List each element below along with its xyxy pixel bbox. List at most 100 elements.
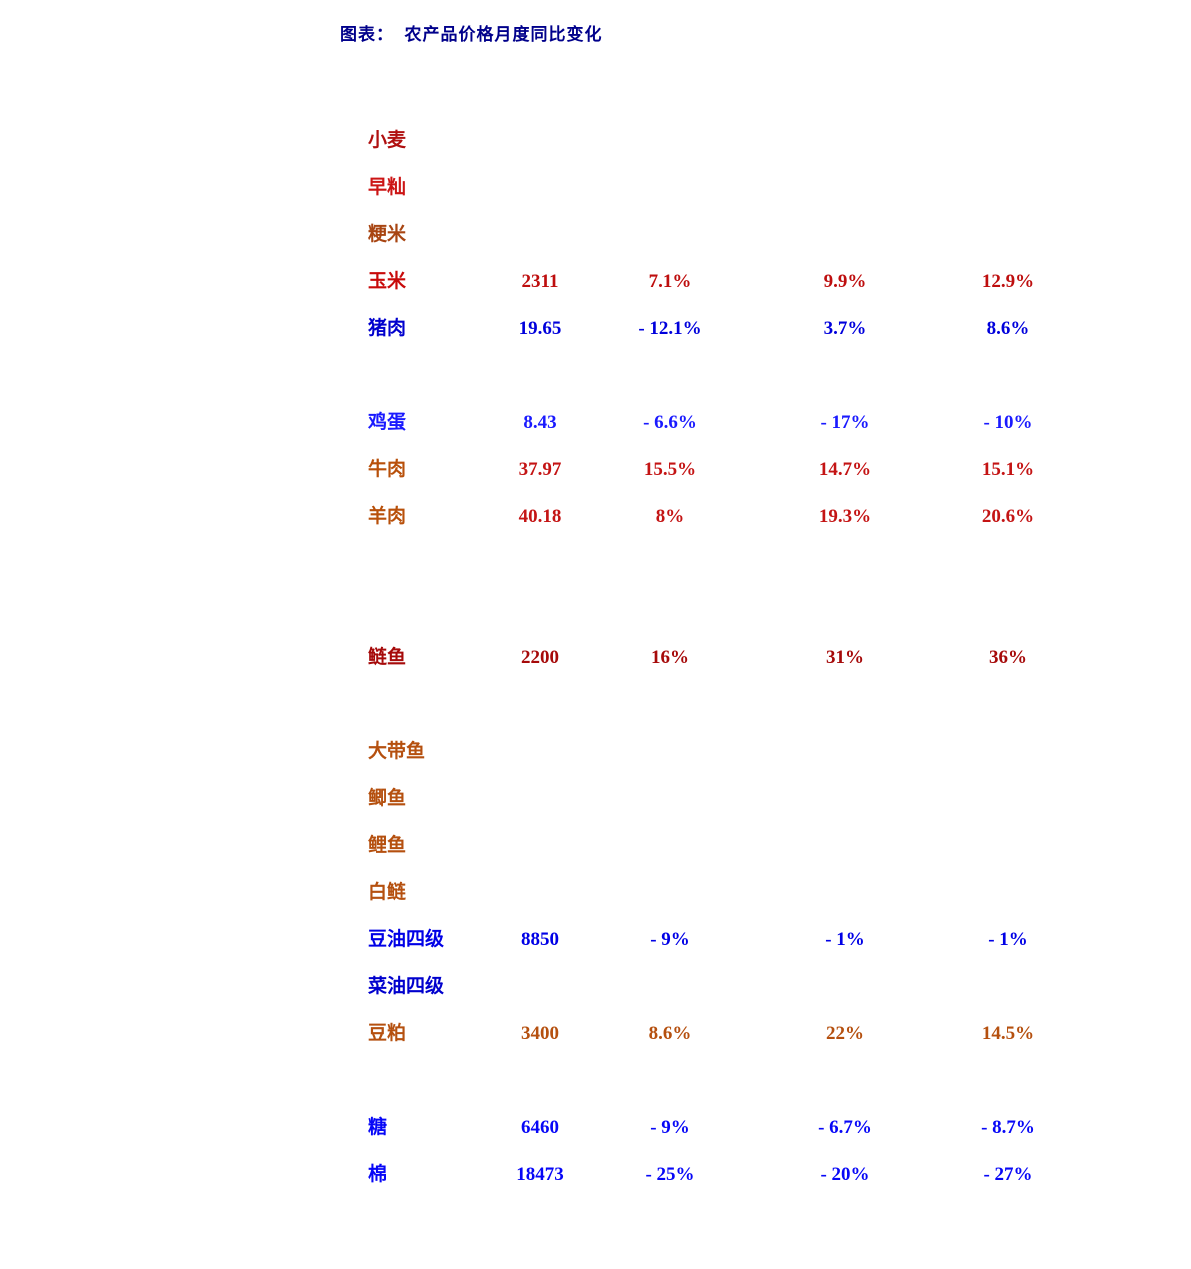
value-cell: 2200: [521, 647, 559, 668]
product-name: 鸡蛋: [368, 412, 407, 433]
product-name: 豆粕: [368, 1023, 407, 1044]
value-cell: - 9%: [650, 929, 690, 950]
value-cell: [718, 540, 972, 587]
value-cell: 6460: [521, 1117, 559, 1138]
value-cell: 19.3%: [818, 506, 872, 527]
product-name: 大带鱼: [368, 741, 426, 762]
product-name: 猪肉: [368, 318, 407, 339]
value-cell: - 10%: [983, 412, 1033, 433]
value-cell: [972, 352, 1044, 399]
value-cell: [622, 1057, 718, 1104]
value-cell: - 27%: [983, 1164, 1033, 1185]
value-cell: [972, 728, 1044, 775]
value-cell: [972, 587, 1044, 634]
value-cell: 40.18: [518, 506, 562, 527]
value-cell: [622, 352, 718, 399]
value-cell: [458, 681, 622, 728]
value-cell: [458, 587, 622, 634]
value-cell: [458, 117, 622, 164]
value-cell: 9.9%: [823, 271, 867, 292]
value-cell: [622, 775, 718, 822]
product-name: 羊肉: [368, 506, 407, 527]
value-cell: [458, 963, 622, 1010]
value-cell: 14.5%: [981, 1023, 1035, 1044]
value-cell: [718, 211, 972, 258]
value-cell: 2311: [521, 271, 559, 292]
value-cell: [622, 822, 718, 869]
value-cell: - 8.7%: [981, 1117, 1035, 1138]
value-cell: - 20%: [820, 1164, 870, 1185]
product-name: 豆油四级: [368, 929, 445, 950]
value-cell: [972, 211, 1044, 258]
value-cell: [972, 164, 1044, 211]
value-cell: [622, 587, 718, 634]
value-cell: 8.43: [523, 412, 557, 433]
value-cell: [972, 775, 1044, 822]
value-cell: 8850: [521, 929, 559, 950]
value-cell: [718, 352, 972, 399]
value-cell: 15.5%: [643, 459, 697, 480]
value-cell: [622, 164, 718, 211]
value-cell: [458, 822, 622, 869]
value-cell: 14.7%: [818, 459, 872, 480]
value-cell: [972, 869, 1044, 916]
product-name: 牛肉: [368, 459, 407, 480]
product-name: 粳米: [368, 224, 407, 245]
value-cell: 15.1%: [981, 459, 1035, 480]
value-cell: 8%: [655, 506, 685, 527]
product-name: [368, 540, 458, 587]
product-name: 玉米: [368, 271, 407, 292]
value-cell: [972, 963, 1044, 1010]
value-cell: 31%: [826, 647, 864, 668]
value-cell: [972, 822, 1044, 869]
price-table: 小麦 早籼 粳米 玉米 2311 7.1% 9.9% 12.9% 猪肉 19.65 - 12.1% 3…: [368, 117, 1044, 1198]
product-name: 鲫鱼: [368, 788, 407, 809]
value-cell: [458, 775, 622, 822]
value-cell: 8.6%: [986, 318, 1030, 339]
value-cell: 7.1%: [648, 271, 692, 292]
value-cell: 22%: [826, 1023, 864, 1044]
page-title: 图表： 农产品价格月度同比变化: [340, 25, 603, 44]
product-name: 糖: [368, 1117, 388, 1138]
product-name: 鲤鱼: [368, 835, 407, 856]
value-cell: [458, 1057, 622, 1104]
value-cell: [972, 681, 1044, 728]
value-cell: 12.9%: [981, 271, 1035, 292]
value-cell: [718, 587, 972, 634]
value-cell: [972, 540, 1044, 587]
value-cell: [458, 869, 622, 916]
value-cell: [718, 869, 972, 916]
value-cell: - 6.6%: [643, 412, 697, 433]
product-name: 棉: [368, 1164, 388, 1185]
value-cell: [458, 164, 622, 211]
product-name: 早籼: [368, 177, 407, 198]
value-cell: 8.6%: [648, 1023, 692, 1044]
value-cell: [622, 117, 718, 164]
value-cell: [622, 681, 718, 728]
value-cell: - 6.7%: [818, 1117, 872, 1138]
product-name: 白鲢: [368, 882, 407, 903]
value-cell: [622, 540, 718, 587]
value-cell: [718, 681, 972, 728]
value-cell: [718, 1057, 972, 1104]
product-name: [368, 587, 458, 634]
value-cell: [622, 728, 718, 775]
value-cell: [622, 211, 718, 258]
value-cell: [718, 775, 972, 822]
value-cell: 36%: [989, 647, 1027, 668]
value-cell: 20.6%: [981, 506, 1035, 527]
product-name: 小麦: [368, 130, 407, 151]
value-cell: 16%: [651, 647, 689, 668]
value-cell: [458, 352, 622, 399]
value-cell: [458, 540, 622, 587]
value-cell: 18473: [516, 1164, 564, 1185]
product-name: 鲢鱼: [368, 647, 407, 668]
product-name: [368, 352, 458, 399]
value-cell: [718, 117, 972, 164]
product-name: [368, 681, 458, 728]
value-cell: 3.7%: [823, 318, 867, 339]
value-cell: [718, 822, 972, 869]
value-cell: [622, 963, 718, 1010]
value-cell: [718, 728, 972, 775]
